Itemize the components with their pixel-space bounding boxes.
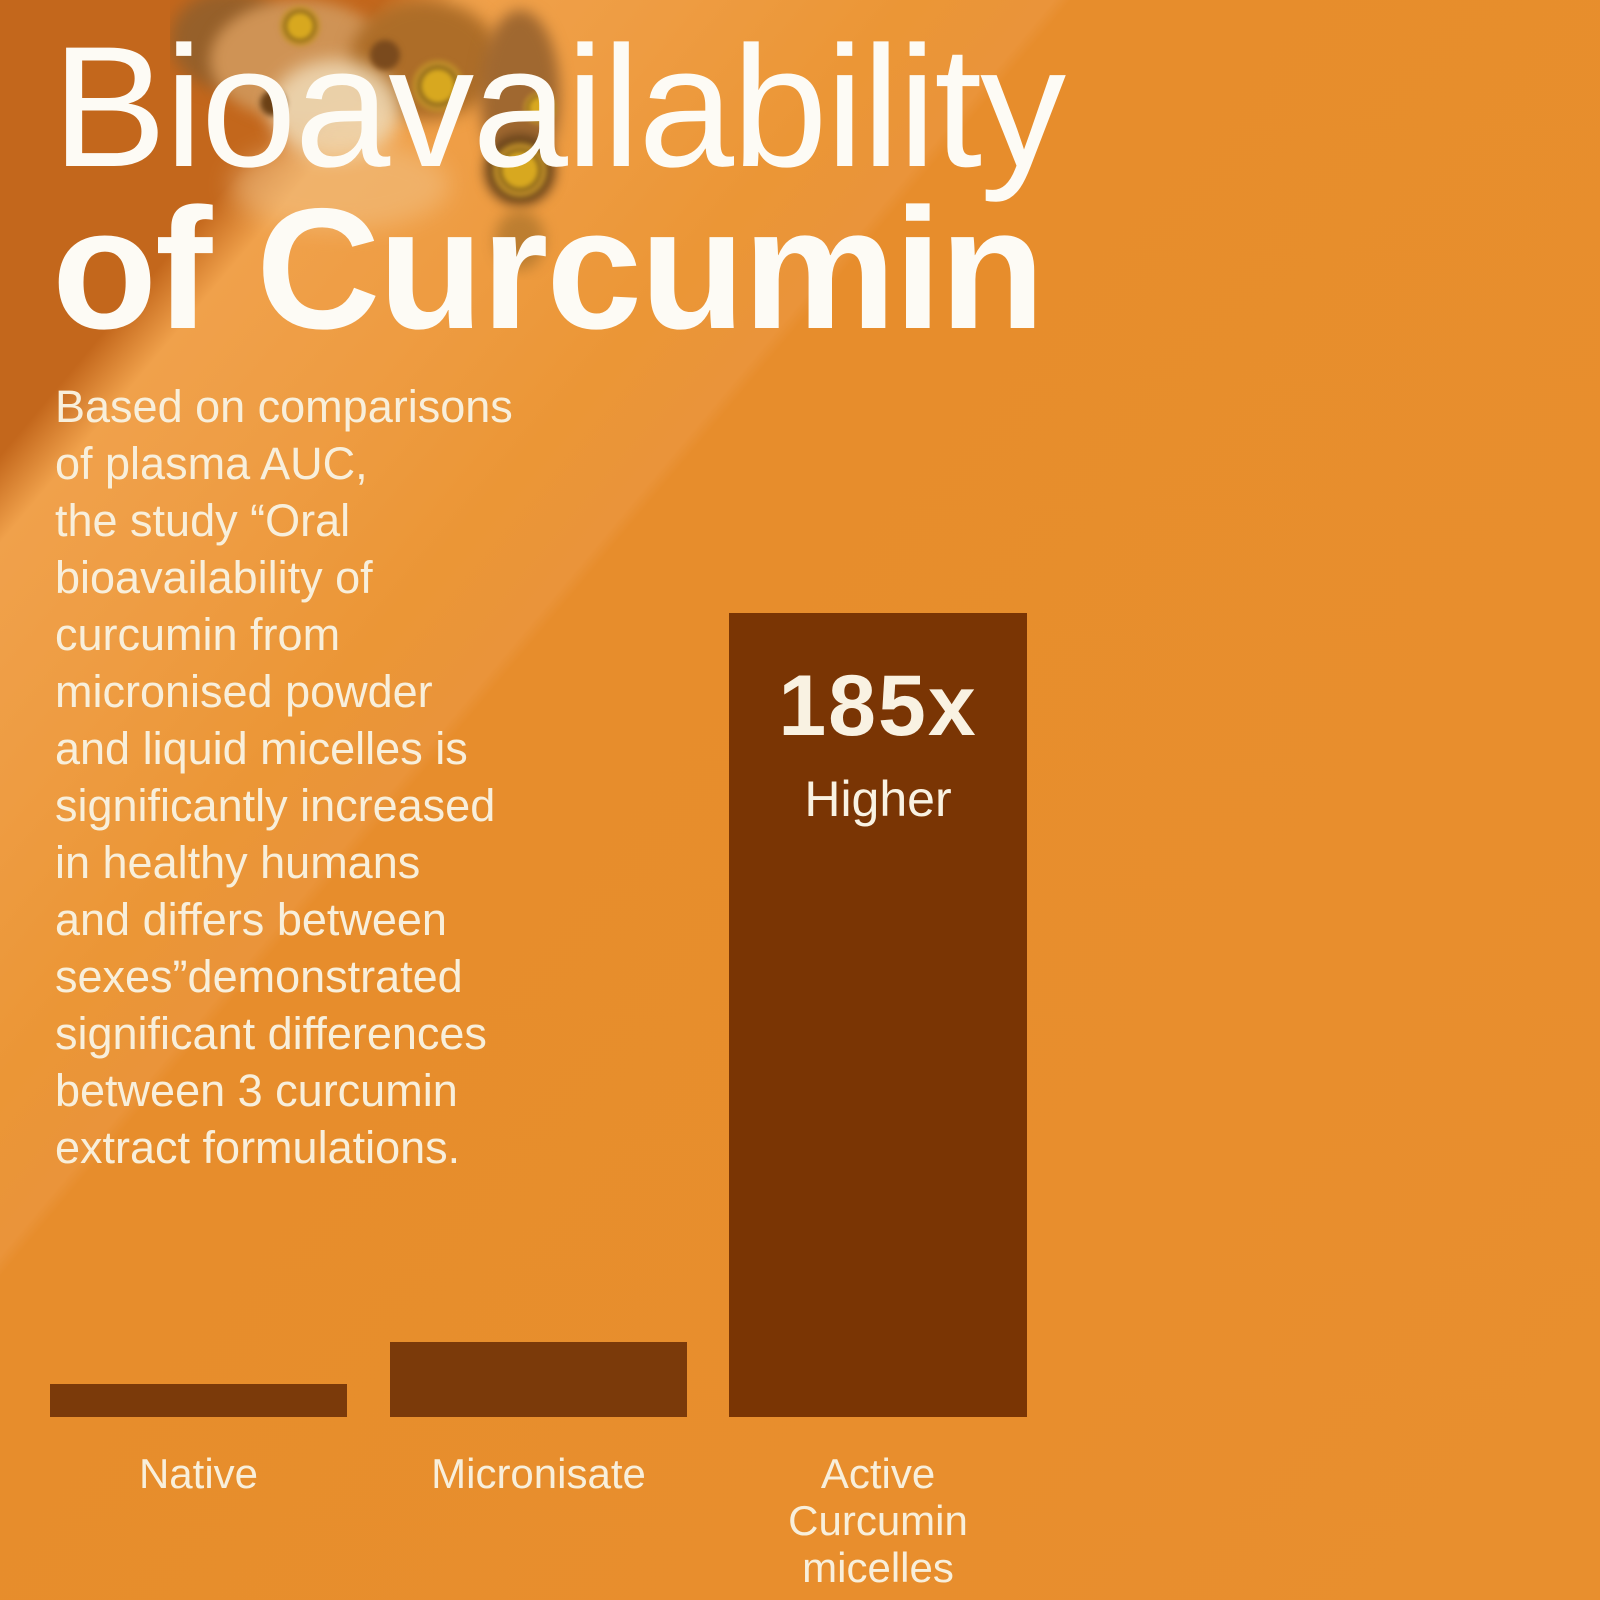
page-title: Bioavailability of Curcumin	[52, 11, 1066, 365]
annotation-label: Higher	[804, 771, 952, 827]
bar-label-micronisate: Micronisate	[431, 1450, 646, 1497]
bar-native	[50, 1384, 347, 1417]
bar-active-curcumin-micelles: 185x Higher	[729, 613, 1027, 1417]
intro-paragraph: Based on comparisons of plasma AUC, the …	[55, 381, 513, 1173]
bar-micronisate	[390, 1342, 687, 1417]
bar-annotation: 185x Higher	[729, 613, 1027, 828]
annotation-value: 185x	[778, 658, 978, 754]
bar-label-native: Native	[138, 1450, 259, 1497]
bar-label-active-curcumin-micelles: Active Curcumin micelles	[788, 1450, 968, 1591]
title-line-2: of Curcumin	[52, 173, 1045, 365]
title-line-1: Bioavailability	[52, 11, 1066, 203]
